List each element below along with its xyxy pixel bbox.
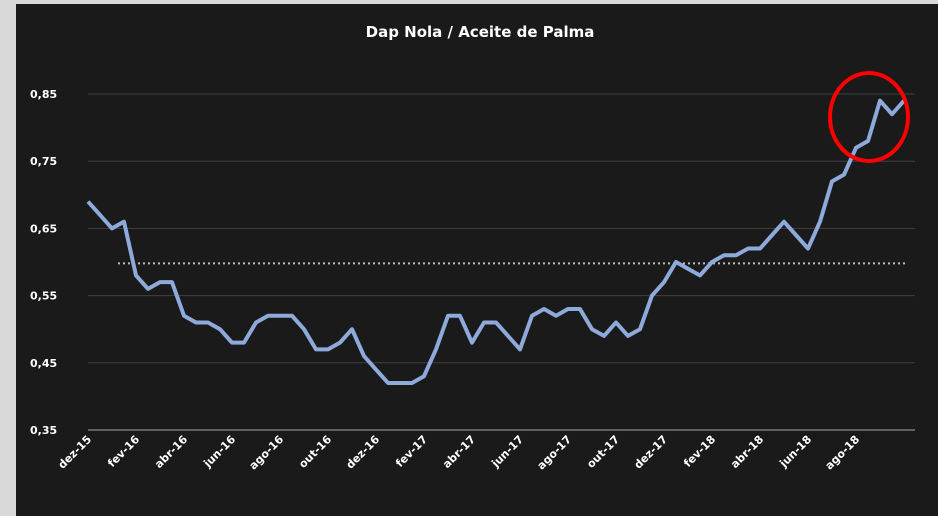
y-tick-label: 0,45: [30, 357, 57, 370]
line-series: [86, 98, 906, 385]
chart-title: Dap Nola / Aceite de Palma: [366, 23, 595, 41]
y-tick-label: 0,75: [30, 155, 57, 168]
y-tick-label: 0,35: [30, 424, 57, 437]
chart-background: [16, 4, 938, 516]
y-tick-label: 0,85: [30, 88, 57, 101]
y-tick-label: 0,65: [30, 222, 57, 235]
highlight-circle: [828, 71, 910, 163]
y-tick-label: 0,55: [30, 290, 57, 303]
